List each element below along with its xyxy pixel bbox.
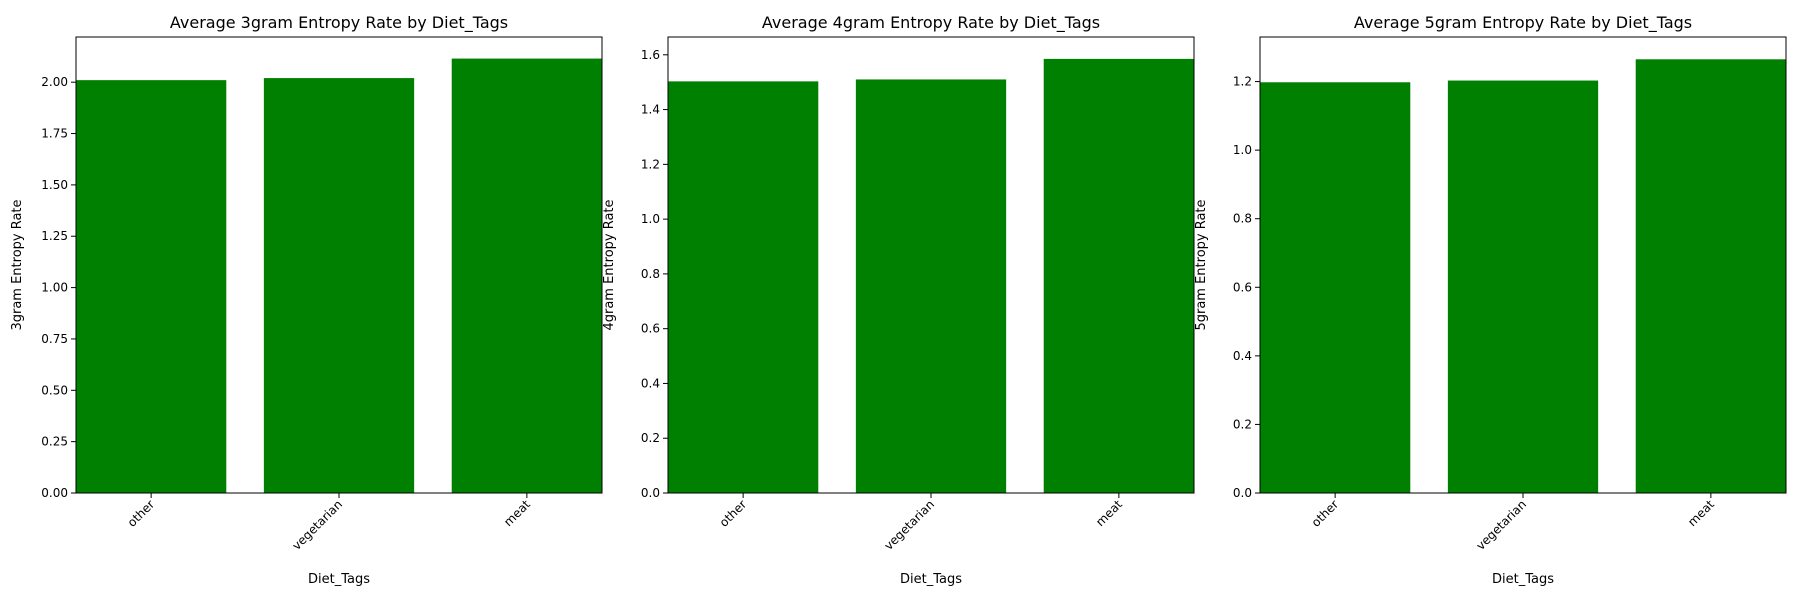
y-tick-label: 0.6 xyxy=(641,322,660,336)
x-axis-label: Diet_Tags xyxy=(900,572,962,587)
y-tick-label: 0.75 xyxy=(41,332,68,346)
y-tick-label: 0.50 xyxy=(41,383,68,397)
y-tick-label: 0.25 xyxy=(41,435,68,449)
y-tick-label: 1.2 xyxy=(1233,75,1252,89)
y-tick-label: 0.6 xyxy=(1233,280,1252,294)
chart-title: Average 5gram Entropy Rate by Diet_Tags xyxy=(1354,13,1692,33)
y-axis-label: 4gram Entropy Rate xyxy=(602,199,617,330)
x-axis-label: Diet_Tags xyxy=(308,572,370,587)
y-tick-label: 2.00 xyxy=(41,75,68,89)
bar-other xyxy=(1260,82,1411,493)
y-tick-label: 0.2 xyxy=(1233,417,1252,431)
bar-meat xyxy=(1043,58,1194,493)
y-tick-label: 1.4 xyxy=(641,103,660,117)
y-axis-label: 3gram Entropy Rate xyxy=(10,199,25,330)
y-tick-label: 1.25 xyxy=(41,229,68,243)
y-tick-label: 1.50 xyxy=(41,178,68,192)
bar-meat xyxy=(1635,59,1786,493)
chart-title: Average 4gram Entropy Rate by Diet_Tags xyxy=(762,13,1100,33)
y-tick-label: 1.6 xyxy=(641,48,660,62)
bar-other xyxy=(668,81,819,494)
bar-vegetarian xyxy=(855,79,1007,493)
bar-meat xyxy=(451,58,602,493)
x-axis-label: Diet_Tags xyxy=(1492,572,1554,587)
y-tick-label: 1.2 xyxy=(641,157,660,171)
chart-title: Average 3gram Entropy Rate by Diet_Tags xyxy=(170,13,508,33)
y-tick-label: 0.2 xyxy=(641,431,660,445)
y-tick-label: 1.0 xyxy=(641,212,660,226)
y-tick-label: 0.0 xyxy=(1233,486,1252,500)
y-axis-label: 5gram Entropy Rate xyxy=(1194,199,1209,330)
bar-vegetarian xyxy=(1447,80,1599,493)
y-tick-label: 1.0 xyxy=(1233,143,1252,157)
bar-vegetarian xyxy=(263,78,415,493)
y-tick-label: 0.8 xyxy=(1233,212,1252,226)
y-tick-label: 0.8 xyxy=(641,267,660,281)
y-tick-label: 1.75 xyxy=(41,127,68,141)
chart-panel-1: 0.000.250.500.751.001.251.501.752.00othe… xyxy=(10,13,603,587)
bar-other xyxy=(76,80,227,493)
y-tick-label: 0.4 xyxy=(1233,349,1252,363)
y-tick-label: 0.00 xyxy=(41,486,68,500)
y-tick-label: 1.00 xyxy=(41,281,68,295)
y-tick-label: 0.0 xyxy=(641,486,660,500)
y-tick-label: 0.4 xyxy=(641,376,660,390)
